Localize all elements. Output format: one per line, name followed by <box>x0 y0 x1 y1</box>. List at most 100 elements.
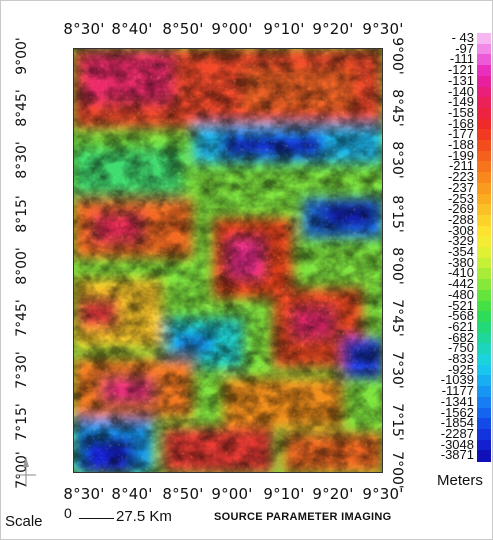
right-tick-label: 8°00' <box>389 247 405 285</box>
right-tick-label: 9°00' <box>389 37 405 75</box>
colorbar-label: -188 <box>447 137 474 152</box>
left-tick-label: 8°15' <box>14 195 30 233</box>
colorbar-swatch <box>477 225 491 237</box>
colorbar-swatch <box>477 54 491 66</box>
right-tick-label: 8°45' <box>389 89 405 127</box>
colorbar-label: -308 <box>447 222 474 238</box>
scale-label: Scale <box>5 513 43 530</box>
colorbar-label: -925 <box>447 361 474 377</box>
bottom-tick-label: 8°30' <box>63 485 105 503</box>
colorbar-swatch <box>477 86 491 98</box>
colorbar-swatch <box>477 321 491 334</box>
legend-units: Meters <box>437 472 483 489</box>
colorbar-swatch <box>477 172 491 184</box>
colorbar-label: -199 <box>447 147 474 163</box>
colorbar-label: -223 <box>447 169 474 185</box>
colorbar-swatch <box>477 182 491 195</box>
scale-bar <box>79 518 114 519</box>
colorbar-swatch <box>477 418 491 430</box>
colorbar-label: -168 <box>447 115 474 131</box>
colorbar-swatch <box>477 396 491 409</box>
colorbar-label: -288 <box>447 211 474 227</box>
colorbar-swatch <box>477 268 491 280</box>
colorbar-swatch <box>477 354 491 366</box>
colorbar-swatch <box>477 407 491 419</box>
colorbar-swatch <box>477 386 491 398</box>
colorbar-label: -1039 <box>440 372 474 388</box>
top-tick-label: 8°50' <box>162 20 204 38</box>
left-tick-label: 9°00' <box>14 37 30 75</box>
colorbar-swatch <box>477 439 491 451</box>
colorbar-label: -1854 <box>440 415 474 431</box>
left-tick-label: 8°45' <box>14 89 30 127</box>
right-tick-label: 7°30' <box>389 351 405 389</box>
top-tick-label: 8°40' <box>111 20 153 38</box>
right-tick-label: 7°45' <box>389 299 405 337</box>
colorbar-label: -329 <box>447 233 474 249</box>
colorbar-label: -410 <box>447 265 474 281</box>
colorbar-label: -2287 <box>440 425 474 441</box>
colorbar-swatch <box>477 247 491 259</box>
colorbar-label: -682 <box>447 329 474 345</box>
top-tick-label: 9°30' <box>362 20 404 38</box>
colorbar-swatch <box>477 107 491 120</box>
colorbar-swatch <box>477 289 491 302</box>
colorbar-swatch <box>477 129 491 141</box>
colorbar-label: -149 <box>447 94 474 110</box>
colorbar-label: -131 <box>447 72 474 88</box>
colorbar-label: -237 <box>447 179 474 195</box>
colorbar-swatch <box>477 332 491 344</box>
colorbar-swatch <box>477 161 491 173</box>
colorbar-label: -3048 <box>440 436 474 452</box>
colorbar-label: -1177 <box>441 383 474 399</box>
bottom-tick-label: 9°20' <box>312 485 354 503</box>
colorbar-label: -158 <box>447 104 474 120</box>
top-tick-label: 9°20' <box>312 20 354 38</box>
left-tick-label: 7°15' <box>14 403 30 441</box>
colorbar-label: -380 <box>447 254 474 270</box>
colorbar-swatch <box>477 311 491 323</box>
map-border <box>73 48 383 473</box>
colorbar-label: - 43 <box>451 30 474 45</box>
colorbar-swatch <box>477 65 491 77</box>
colorbar-swatch <box>477 375 491 387</box>
colorbar-label: -354 <box>447 244 474 259</box>
left-tick-label: 8°30' <box>14 141 30 179</box>
map-texture-speckle <box>73 48 383 473</box>
colorbar-label: -1341 <box>440 393 474 409</box>
right-tick-label: 8°30' <box>389 141 405 179</box>
colorbar-label: -253 <box>447 190 474 206</box>
bottom-tick-label: 9°10' <box>263 485 305 503</box>
colorbar-swatch <box>477 97 491 109</box>
colorbar-label: -521 <box>447 297 474 313</box>
colorbar-label: -621 <box>447 318 474 334</box>
colorbar-swatch <box>477 428 491 441</box>
bottom-tick-label: 8°50' <box>162 485 204 503</box>
colorbar-swatch <box>477 75 491 88</box>
colorbar-label: -750 <box>447 340 474 356</box>
colorbar-swatch <box>477 43 491 55</box>
map-caption: SOURCE PARAMETER IMAGING <box>214 511 392 523</box>
colorbar-swatch <box>477 118 491 130</box>
colorbar-swatch <box>477 193 491 205</box>
left-tick-label: 7°30' <box>14 351 30 389</box>
colorbar-swatch <box>477 140 491 152</box>
colorbar-swatch <box>477 204 491 216</box>
right-tick-label: 7°00' <box>389 451 405 489</box>
bottom-tick-label: 9°00' <box>211 485 253 503</box>
colorbar-label: -3871 <box>440 447 474 463</box>
colorbar-swatch <box>477 279 491 291</box>
colorbar-swatch <box>477 450 491 462</box>
spi-depth-map <box>73 48 383 473</box>
colorbar-label: -442 <box>447 276 474 292</box>
colorbar-label: -177 <box>447 126 474 142</box>
colorbar-swatch <box>477 257 491 269</box>
colorbar-swatch <box>477 300 491 312</box>
top-tick-label: 8°30' <box>63 20 105 38</box>
colorbar-swatch <box>477 364 491 376</box>
north-arrow-icon <box>16 457 36 487</box>
colorbar-label: -833 <box>447 351 474 366</box>
colorbar-label: -211 <box>448 158 474 174</box>
colorbar-swatch <box>477 214 491 227</box>
colorbar-swatch <box>477 236 491 248</box>
